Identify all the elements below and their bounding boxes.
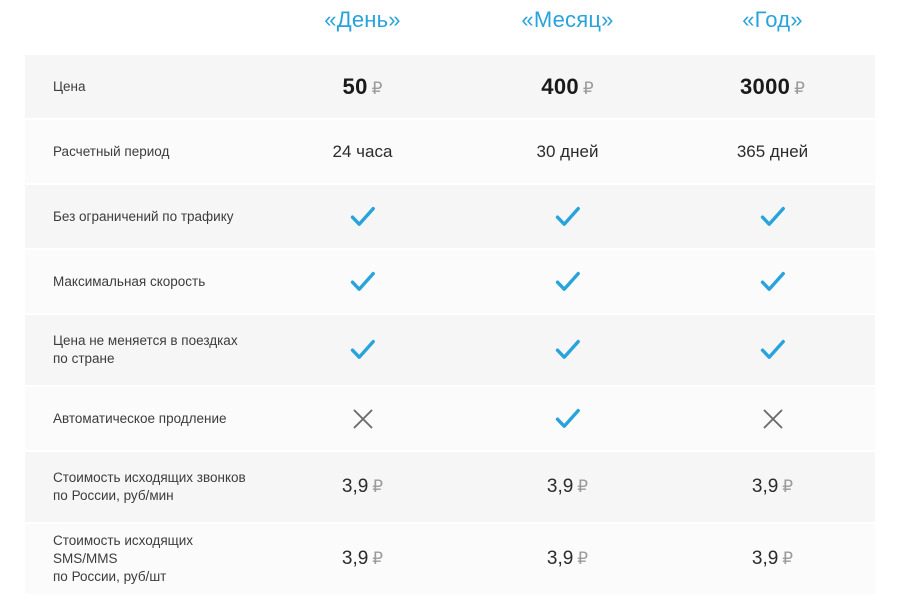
cell-price: 400 ₽: [465, 74, 670, 100]
value-text: 365 дней: [736, 141, 809, 161]
cell-check: [260, 339, 465, 361]
ruble-icon: ₽: [372, 477, 384, 496]
row-label-line1: Цена не меняется в поездках: [53, 333, 238, 348]
check-icon: [350, 271, 376, 293]
cell-rate: 3,9 ₽: [465, 548, 670, 570]
ruble-icon: ₽: [582, 78, 594, 98]
row-label-line1: Максимальная скорость: [53, 273, 206, 289]
table-row: Расчетный период 24 часа 30 дней 365 дней: [25, 120, 875, 185]
row-label: Цена: [25, 78, 260, 96]
check-icon: [760, 271, 786, 293]
check-icon: [350, 206, 376, 228]
cell-check: [670, 206, 875, 228]
value-number: 3,9: [546, 548, 574, 569]
ruble-icon: ₽: [371, 78, 383, 98]
table-row: Максимальная скорость: [25, 250, 875, 315]
table-row: Цена 50 ₽400 ₽3000 ₽: [25, 55, 875, 120]
cell-rate: 3,9 ₽: [670, 476, 875, 498]
ruble-icon: ₽: [577, 549, 589, 568]
check-icon: [760, 206, 786, 228]
cell-check: [465, 206, 670, 228]
cell-check: [260, 271, 465, 293]
plan-header-month[interactable]: «Месяц»: [521, 7, 614, 32]
check-icon: [760, 339, 786, 361]
value-number: 3000: [740, 73, 791, 99]
row-label: Автоматическое продление: [25, 410, 260, 428]
ruble-icon: ₽: [782, 549, 794, 568]
row-label-line1: Стоимость исходящих SMS/MMS: [53, 533, 194, 566]
cell-check: [670, 339, 875, 361]
cell-check: [465, 271, 670, 293]
cell-rate: 3,9 ₽: [260, 548, 465, 570]
value-text: 24 часа: [332, 141, 393, 161]
check-icon: [555, 408, 581, 430]
ruble-icon: ₽: [372, 549, 384, 568]
table-row: Без ограничений по трафику: [25, 185, 875, 250]
ruble-icon: ₽: [794, 78, 805, 98]
cell-check: [260, 206, 465, 228]
value-number: 3,9: [546, 476, 574, 497]
table-body: Цена 50 ₽400 ₽3000 ₽ Расчетный период 24 часа 3…: [25, 55, 875, 596]
cell-check: [670, 271, 875, 293]
row-label-line1: Расчетный период: [53, 143, 170, 159]
row-label: Максимальная скорость: [25, 273, 260, 291]
row-label: Цена не меняется в поездках по стране: [25, 332, 260, 368]
cell-check: [465, 339, 670, 361]
row-label: Стоимость исходящих звонков по России, ру…: [25, 469, 260, 505]
row-label: Расчетный период: [25, 143, 260, 161]
cell-text: 24 часа: [260, 142, 465, 162]
value-number: 3,9: [751, 548, 779, 569]
row-label: Стоимость исходящих SMS/MMS по России, ру…: [25, 532, 260, 586]
cell-rate: 3,9 ₽: [670, 548, 875, 570]
value-number: 3,9: [341, 548, 369, 569]
row-label-line1: Автоматическое продление: [53, 410, 227, 426]
row-label-line1: Без ограничений по трафику: [53, 208, 234, 224]
cell-cross: [670, 408, 875, 430]
cell-price: 50 ₽: [260, 74, 465, 100]
table-row: Автоматическое продление: [25, 387, 875, 452]
row-label-line2: по России, руб/мин: [53, 488, 174, 503]
table-header-row: «День» «Месяц» «Год»: [0, 0, 898, 55]
cell-text: 365 дней: [670, 142, 875, 162]
cross-icon: [762, 408, 784, 430]
cross-icon: [352, 408, 374, 430]
cell-rate: 3,9 ₽: [465, 476, 670, 498]
table-row: Стоимость исходящих SMS/MMS по России, ру…: [25, 524, 875, 596]
row-label-line1: Стоимость исходящих звонков: [53, 470, 246, 485]
table-row: Цена не меняется в поездках по стране: [25, 315, 875, 387]
cell-text: 30 дней: [465, 142, 670, 162]
check-icon: [555, 271, 581, 293]
check-icon: [555, 339, 581, 361]
value-number: 400: [541, 73, 579, 99]
check-icon: [555, 206, 581, 228]
row-label-line2: по России, руб/шт: [53, 569, 167, 584]
cell-cross: [260, 408, 465, 430]
table-row: Стоимость исходящих звонков по России, ру…: [25, 452, 875, 524]
cell-price: 3000 ₽: [670, 74, 875, 100]
check-icon: [350, 339, 376, 361]
plan-header-day[interactable]: «День»: [324, 7, 401, 32]
value-number: 50: [342, 73, 368, 99]
row-label-line2: по стране: [53, 351, 115, 366]
value-number: 3,9: [751, 476, 779, 497]
row-label-line1: Цена: [53, 78, 86, 94]
cell-check: [465, 408, 670, 430]
row-label: Без ограничений по трафику: [25, 208, 260, 226]
ruble-icon: ₽: [782, 477, 794, 496]
ruble-icon: ₽: [577, 477, 589, 496]
cell-rate: 3,9 ₽: [260, 476, 465, 498]
value-number: 3,9: [341, 476, 369, 497]
value-text: 30 дней: [536, 141, 599, 161]
plan-header-year[interactable]: «Год»: [742, 7, 803, 32]
